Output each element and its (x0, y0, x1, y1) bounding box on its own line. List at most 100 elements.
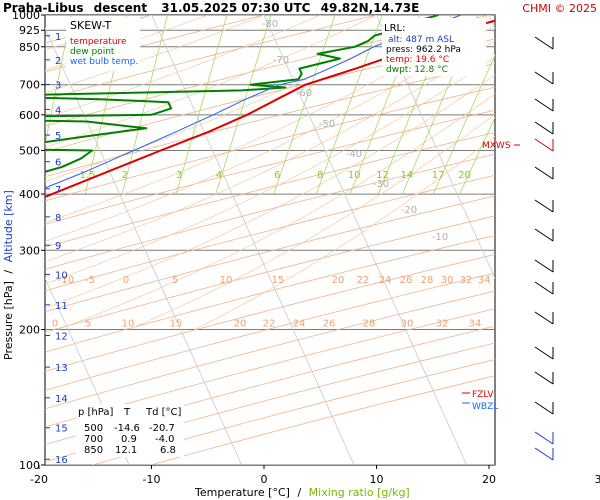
pressure-tick-label: 100 (19, 459, 40, 472)
mixing-ratio-line (496, 15, 583, 194)
lrl-altitude: alt: 487 m ASL (388, 35, 454, 45)
altitude-tick-label: 5 (55, 131, 61, 142)
theta-label: 28 (363, 319, 376, 330)
wind-barb (534, 281, 554, 295)
sounding-mode: descent (94, 1, 148, 15)
y-axis-label-altitude: Altitude [km] (2, 190, 15, 262)
mixing-ratio-line (121, 15, 168, 195)
moist-adiabat (45, 40, 495, 263)
moist-adiabat (45, 74, 495, 309)
wind-barb (534, 121, 554, 135)
mixing-ratio-label: 8 (317, 170, 323, 181)
pressure-tick-label: 200 (19, 324, 40, 337)
pressure-tick-label: 925 (19, 24, 40, 37)
lrl-background (382, 18, 486, 76)
table-cell: 500 (84, 423, 103, 434)
moist-adiabat (128, 113, 495, 330)
mixing-ratio-line (175, 15, 228, 195)
wind-barb (534, 199, 554, 213)
wbzl-label: WBZL (472, 402, 498, 412)
theta-label: 34 (469, 319, 482, 330)
altitude-tick-label: 10 (55, 271, 68, 282)
table-cell: 12.1 (115, 445, 137, 456)
wind-barb (534, 401, 554, 415)
mixing-ratio-label: 10 (348, 170, 361, 181)
mixing-ratio-label: 4 (216, 170, 222, 181)
table-cell: -20.7 (149, 423, 175, 434)
y-axis-label-separator: / (2, 270, 15, 274)
theta-label: 0 (52, 319, 58, 330)
x-axis-label-temperature: Temperature [°C] (194, 486, 290, 499)
table-header-p: p [hPa] (78, 407, 113, 418)
pressure-tick-label: 300 (19, 244, 40, 257)
altitude-tick-label: 14 (55, 394, 68, 405)
station-name: Praha-Libus (3, 1, 83, 15)
lrl-dewpoint: dwpt: 12.8 °C (386, 65, 448, 75)
mixing-ratio-label: 2 (122, 170, 128, 181)
wind-barb (534, 447, 554, 461)
chart-title: Praha-Libus descent 31.05.2025 07:30 UTC… (3, 1, 419, 15)
lrl-title: LRL: (384, 23, 405, 34)
altitude-tick-label: 9 (55, 241, 61, 252)
x-tick-label: -20 (30, 473, 48, 486)
theta-label: 24 (293, 319, 306, 330)
x-axis-label-mixing: Mixing ratio [g/kg] (309, 486, 410, 499)
moist-adiabat (45, 15, 433, 182)
mixing-ratio-label: 20 (458, 170, 471, 181)
theta-label: 10 (122, 319, 135, 330)
theta-label: 26 (400, 275, 413, 286)
legend-item-dew-point: dew point (70, 47, 115, 57)
isotherm-line (45, 277, 130, 465)
table-cell: 0.9 (121, 434, 137, 445)
series-dew-point (45, 15, 439, 173)
dry-adiabat (45, 235, 495, 353)
altitude-tick-label: 4 (55, 105, 61, 116)
pressure-tick-label: 500 (19, 144, 40, 157)
table-cell: 6.8 (160, 445, 176, 456)
mixing-ratio-label: 14 (401, 170, 414, 181)
wind-barb (534, 138, 554, 152)
altitude-tick-label: 6 (55, 158, 61, 169)
dry-adiabat (45, 272, 495, 391)
moist-adiabat (45, 15, 321, 119)
altitude-tick-label: 7 (55, 185, 61, 196)
x-tick-label: -10 (143, 473, 161, 486)
dry-adiabat (45, 38, 495, 153)
dry-adiabat (45, 86, 495, 202)
special-levels: MXWS FZLV WBZL (462, 141, 520, 412)
theta-label: 0 (123, 275, 129, 286)
isotherm-label: -30 (373, 179, 389, 190)
x-axis-label-separator: / (297, 486, 301, 499)
wind-barb (534, 36, 554, 50)
theta-label: 22 (357, 275, 370, 286)
legend: SKEW-T temperature dew point wet bulb te… (66, 17, 140, 71)
isotherm-line (376, 15, 495, 280)
dry-adiabat-lines (45, 15, 495, 465)
legend-item-temperature: temperature (70, 37, 127, 47)
x-tick-label: 10 (370, 473, 384, 486)
isotherm-label: -80 (262, 19, 278, 30)
pressure-tick-label: 700 (19, 79, 40, 92)
isotherm-lines (45, 15, 495, 465)
wind-barb (534, 228, 554, 242)
level-table-background (76, 404, 184, 457)
theta-label: 32 (460, 275, 473, 286)
isotherm-line (263, 15, 467, 465)
altitude-tick-label: 13 (55, 363, 68, 374)
altitude-axis-ticks: 16 15 14 13 12 11 10 9 8 7 6 5 4 3 2 1 (45, 32, 68, 466)
x-axis-ticks: -30-20-10010203040 (30, 465, 600, 486)
mixing-ratio-label: 17 (432, 170, 445, 181)
wind-barb (534, 431, 554, 445)
table-cell: -4.0 (155, 434, 175, 445)
table-cell: 850 (84, 445, 103, 456)
y-axis-label: Pressure [hPa] / Altitude [km] (2, 190, 15, 360)
x-tick-label: 20 (482, 473, 496, 486)
mixing-ratio-label: 6 (274, 170, 280, 181)
pressure-tick-label: 850 (19, 41, 40, 54)
table-row: 700 0.9 -4.0 (84, 434, 175, 445)
mixing-ratio-label: 12 (376, 170, 389, 181)
table-row: 500 -14.6 -20.7 (84, 423, 175, 434)
altitude-tick-label: 12 (55, 331, 68, 342)
theta-label: 28 (421, 275, 434, 286)
station-coords: 49.82N,14.73E (321, 1, 420, 15)
